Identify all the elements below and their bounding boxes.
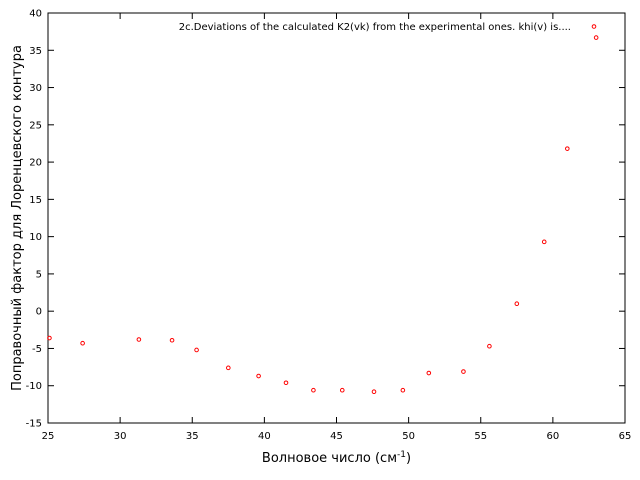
data-point: [226, 365, 231, 371]
y-tick-label: 30: [29, 83, 42, 94]
x-axis-label: Волновое число (см-1): [262, 450, 411, 466]
y-tick-label: 10: [29, 232, 42, 243]
legend: 2c.Deviations of the calculated K2(vk) f…: [179, 22, 597, 33]
data-points: [47, 35, 599, 394]
data-point: [541, 239, 547, 245]
data-point: [487, 343, 492, 349]
data-point: [426, 370, 432, 376]
x-tick-label: 30: [114, 431, 127, 442]
y-tick-label: -10: [26, 381, 42, 392]
y-tick-label: 20: [29, 158, 42, 169]
data-point: [169, 337, 175, 343]
plot-frame: [47, 12, 626, 424]
data-point: [256, 373, 261, 379]
x-tick-label: 35: [186, 431, 199, 442]
x-tick-label: 55: [474, 431, 487, 442]
y-tick-label: -15: [26, 419, 42, 430]
axis-ticks: 25 30 35 40 45 50 55 60 65 -15 -10 -5 0 5 10 15 20 25 30 35…: [26, 9, 632, 443]
plot-border: [47, 12, 626, 424]
data-point: [47, 335, 52, 341]
y-tick-label: 15: [29, 195, 42, 206]
x-tick-label: 40: [258, 431, 271, 442]
y-axis-label: Поправочный фактор для Лоренцевского кон…: [10, 45, 25, 391]
y-tick-label: 5: [36, 269, 42, 280]
y-tick-label: -5: [32, 344, 42, 355]
data-point: [514, 301, 520, 307]
data-point: [80, 340, 85, 346]
data-point: [311, 387, 316, 393]
y-tick-label: 25: [29, 120, 42, 131]
data-point: [194, 347, 199, 353]
data-point: [371, 389, 377, 394]
data-point: [593, 35, 599, 40]
data-point: [400, 387, 406, 393]
legend-marker: [591, 24, 597, 29]
data-point: [136, 337, 142, 342]
data-point: [565, 146, 570, 151]
x-tick-label: 60: [547, 431, 560, 442]
x-tick-label: 25: [42, 431, 55, 442]
y-tick-label: 40: [29, 9, 42, 20]
x-tick-label: 50: [402, 431, 415, 442]
x-tick-label: 65: [619, 431, 632, 442]
data-point: [283, 380, 289, 386]
y-tick-label: 35: [29, 46, 42, 57]
data-point: [339, 387, 345, 393]
y-tick-label: 0: [36, 307, 42, 318]
legend-label: 2c.Deviations of the calculated K2(vk) f…: [179, 22, 571, 33]
data-point: [461, 369, 466, 374]
x-tick-label: 45: [330, 431, 343, 442]
